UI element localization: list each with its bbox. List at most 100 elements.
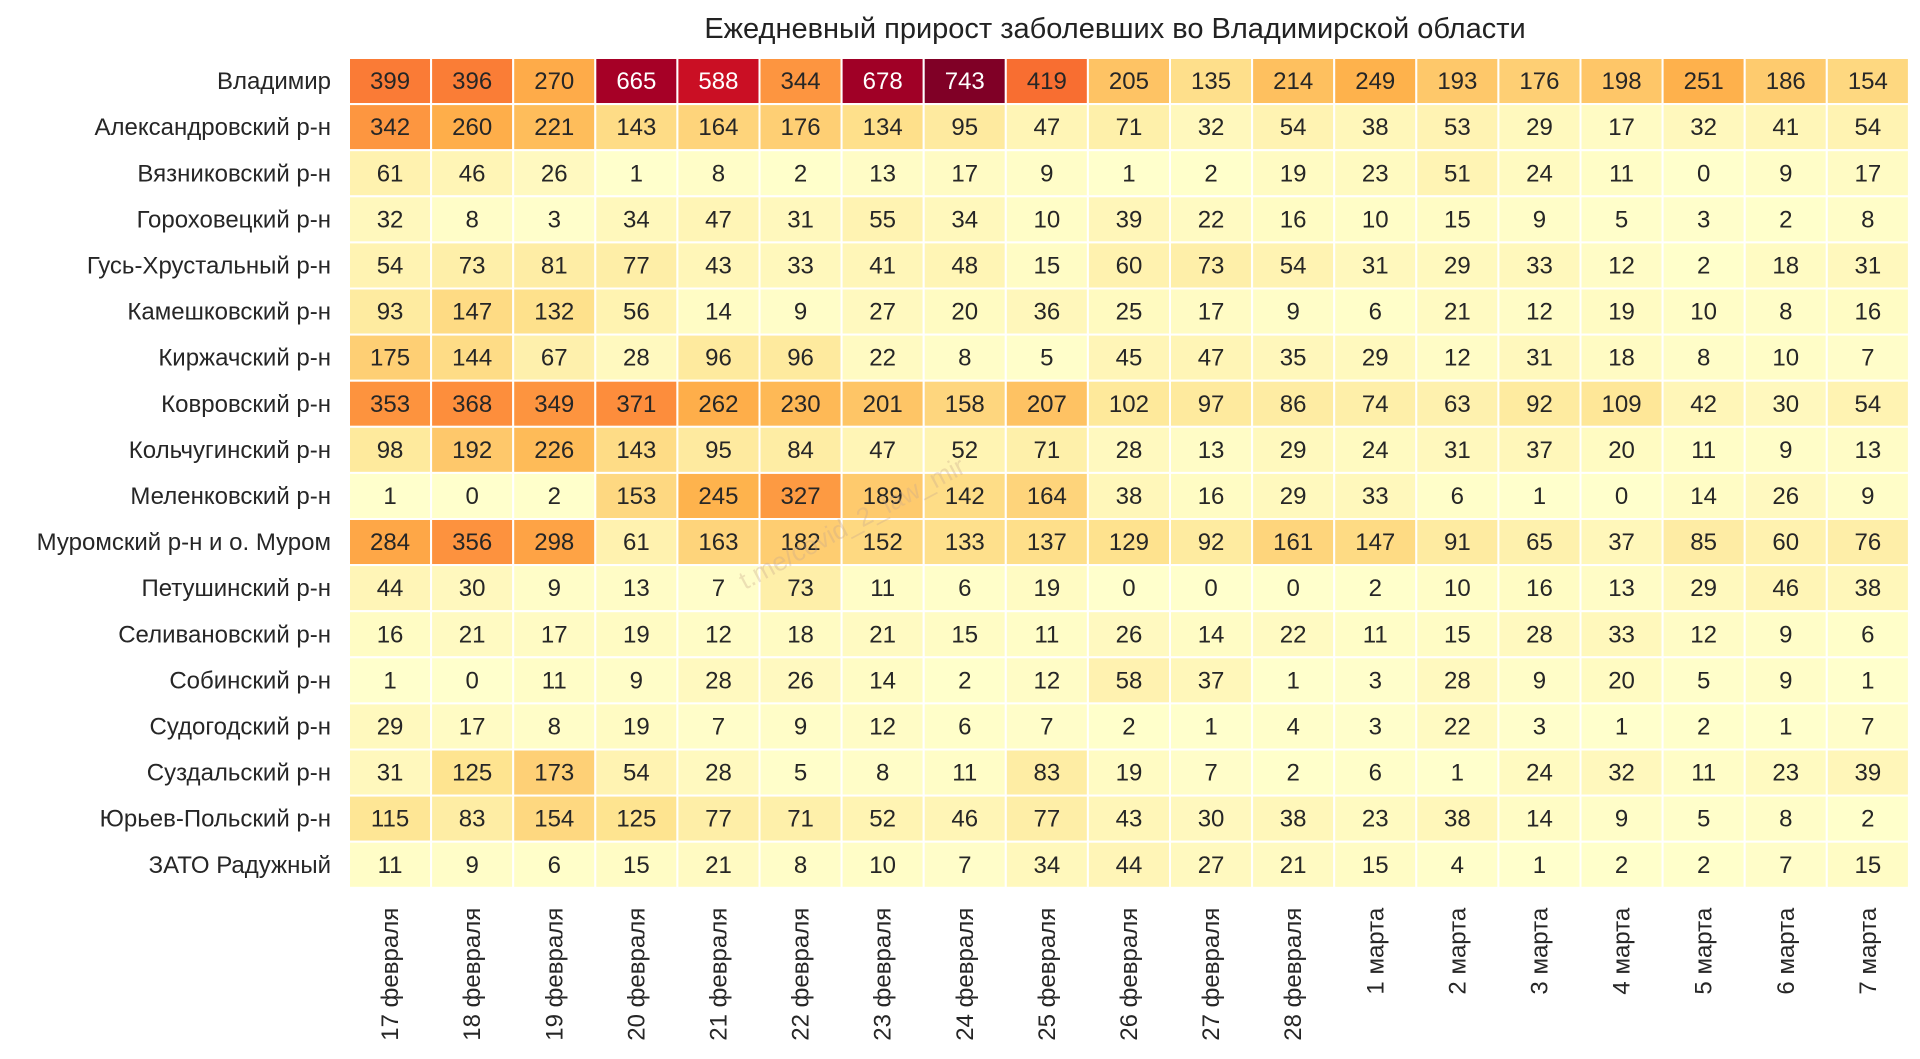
heatmap-cell — [1251, 748, 1336, 797]
cell-value: 19 — [1116, 760, 1143, 787]
heatmap-cell — [512, 656, 597, 705]
heatmap-cell — [1169, 471, 1254, 520]
cell-value: 2 — [958, 667, 971, 694]
cell-value: 0 — [465, 483, 478, 510]
heatmap-cell — [1333, 794, 1418, 843]
column-label: 25 февраля — [1034, 908, 1061, 1041]
cell-value: 95 — [705, 437, 732, 464]
row-label: Судогодский р-н — [149, 713, 331, 740]
cell-value: 12 — [869, 713, 896, 740]
cell-value: 23 — [1772, 760, 1799, 787]
heatmap-cell — [1825, 195, 1910, 244]
cell-value: 22 — [1280, 621, 1307, 648]
cell-value: 9 — [1779, 160, 1792, 187]
cell-value: 24 — [1362, 437, 1389, 464]
cell-value: 31 — [1526, 345, 1553, 372]
cell-value: 54 — [1280, 114, 1307, 141]
cell-value: 5 — [1615, 206, 1628, 233]
cell-value: 226 — [534, 437, 574, 464]
cell-value: 21 — [1444, 299, 1471, 326]
cell-value: 16 — [1854, 299, 1881, 326]
heatmap-cell — [430, 195, 515, 244]
row-labels: Владимир Александровский р-н Вязниковский … — [37, 68, 331, 879]
cell-value: 2 — [1697, 852, 1710, 879]
heatmap-cell — [1497, 379, 1582, 428]
heatmap-cell — [1579, 748, 1664, 797]
heatmap-cell — [430, 241, 515, 290]
heatmap-cell — [1497, 287, 1582, 336]
cell-value: 15 — [1362, 852, 1389, 879]
heatmap-cell — [594, 103, 679, 152]
cell-value: 38 — [1362, 114, 1389, 141]
heatmap-cell — [758, 57, 843, 106]
heatmap-cell — [1661, 656, 1746, 705]
cell-value: 30 — [459, 575, 486, 602]
cell-value: 4 — [1451, 852, 1464, 879]
cell-value: 176 — [781, 114, 821, 141]
cell-value: 30 — [1772, 391, 1799, 418]
cell-value: 29 — [1280, 483, 1307, 510]
cell-value: 44 — [377, 575, 404, 602]
heatmap-cell — [922, 149, 1007, 198]
cell-value: 38 — [1116, 483, 1143, 510]
heatmap-cell — [1825, 471, 1910, 520]
cell-value: 9 — [465, 852, 478, 879]
row-label: Суздальский р-н — [147, 760, 331, 787]
heatmap-cell — [1333, 748, 1418, 797]
cell-value: 26 — [541, 160, 568, 187]
cell-value: 20 — [1608, 667, 1635, 694]
cell-value: 14 — [1690, 483, 1717, 510]
cell-value: 67 — [541, 345, 568, 372]
cell-value: 17 — [1198, 299, 1225, 326]
cell-value: 37 — [1526, 437, 1553, 464]
cell-value: 35 — [1280, 345, 1307, 372]
cell-value: 28 — [705, 667, 732, 694]
heatmap-cell — [1251, 471, 1336, 520]
cell-value: 1 — [1861, 667, 1874, 694]
heatmap-cell — [1743, 840, 1828, 889]
heatmap-cell — [758, 564, 843, 613]
heatmap-cell — [1497, 518, 1582, 567]
heatmap-cell — [1004, 656, 1089, 705]
cell-value: 77 — [1033, 806, 1060, 833]
cell-value: 17 — [1854, 160, 1881, 187]
heatmap-cell — [1086, 195, 1172, 244]
cell-value: 14 — [869, 667, 896, 694]
heatmap-cell — [1661, 195, 1746, 244]
cell-value: 19 — [623, 621, 650, 648]
column-label: 23 февраля — [870, 908, 897, 1041]
heatmap-cell — [594, 656, 679, 705]
cell-value: 8 — [794, 852, 807, 879]
cell-value: 28 — [1526, 621, 1553, 648]
cell-value: 76 — [1854, 529, 1881, 556]
heatmap-cell — [1661, 748, 1746, 797]
cell-value: 198 — [1602, 68, 1642, 95]
cell-value: 7 — [1861, 713, 1874, 740]
heatmap-cell — [676, 564, 761, 613]
cell-value: 41 — [869, 252, 896, 279]
cell-value: 1 — [1533, 483, 1546, 510]
heatmap-cell — [676, 241, 761, 290]
cell-value: 14 — [1198, 621, 1225, 648]
cell-value: 21 — [705, 852, 732, 879]
cell-value: 16 — [377, 621, 404, 648]
cell-value: 2 — [1286, 760, 1299, 787]
row-label: Камешковский р-н — [127, 299, 331, 326]
cell-value: 83 — [459, 806, 486, 833]
heatmap-cell — [1743, 564, 1828, 613]
cell-value: 6 — [958, 575, 971, 602]
heatmap-cell — [1251, 149, 1336, 198]
heatmap-cell — [594, 794, 679, 843]
cell-value: 11 — [1034, 621, 1059, 648]
cell-value: 3 — [1697, 206, 1710, 233]
cell-value: 71 — [787, 806, 814, 833]
heatmap-cell — [1415, 840, 1500, 889]
cell-value: 92 — [1198, 529, 1225, 556]
cell-value: 2 — [1779, 206, 1792, 233]
heatmap-cell — [1251, 241, 1336, 290]
heatmap-cell — [1086, 518, 1172, 567]
heatmap-cell — [430, 333, 515, 382]
cell-value: 665 — [616, 68, 656, 95]
heatmap-cell — [1415, 333, 1500, 382]
cell-value: 152 — [863, 529, 903, 556]
